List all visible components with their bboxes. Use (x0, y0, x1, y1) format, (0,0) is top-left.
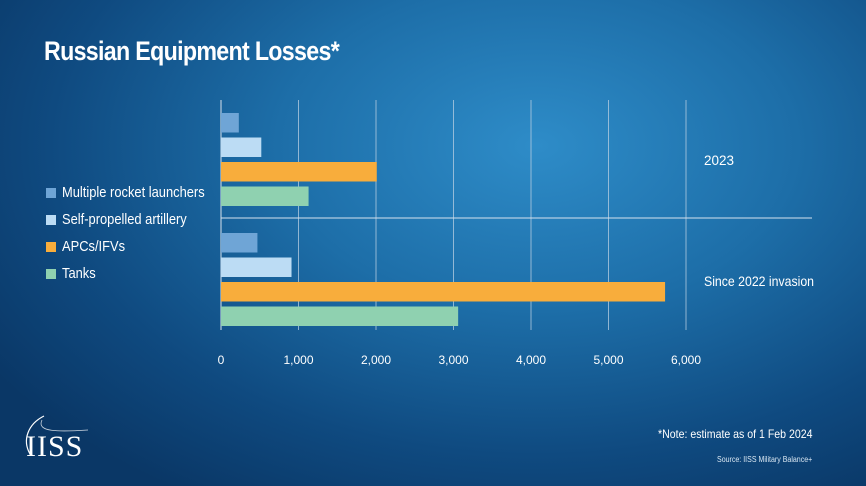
x-tick-label: 3,000 (438, 353, 468, 367)
legend-item: Multiple rocket launchers (46, 179, 228, 206)
legend-label: Tanks (62, 265, 96, 282)
bar-tanks-0 (221, 186, 309, 206)
page-title: Russian Equipment Losses* (44, 36, 340, 66)
x-tick-label: 6,000 (671, 353, 701, 367)
bar-self-propelled-artillery-1 (221, 257, 292, 277)
legend-label: APCs/IFVs (62, 238, 126, 255)
bar-multiple-rocket-launchers-1 (221, 233, 258, 253)
legend-item: Self-propelled artillery (46, 206, 228, 233)
iiss-logo-icon (25, 415, 89, 455)
legend-item: Tanks (46, 260, 228, 287)
legend-swatch (46, 187, 56, 198)
group-label: Since 2022 invasion (704, 273, 814, 289)
legend-label: Self-propelled artillery (62, 211, 187, 228)
bar-self-propelled-artillery-0 (221, 137, 262, 157)
iiss-logo-text: IISS (26, 430, 84, 463)
x-tick-label: 0 (218, 353, 225, 367)
legend-swatch (46, 241, 56, 252)
legend-label: Multiple rocket launchers (62, 184, 205, 201)
x-tick-labels: 0 1,000 2,000 3,000 4,000 5,000 6,000 (218, 353, 702, 367)
bar-multiple-rocket-launchers-0 (221, 113, 239, 133)
x-tick-label: 1,000 (283, 353, 313, 367)
group-label: 2023 (704, 152, 734, 168)
legend-swatch (46, 214, 56, 225)
x-tick-label: 4,000 (516, 353, 546, 367)
legend-swatch (46, 268, 56, 279)
legend-item: APCs/IFVs (46, 233, 228, 260)
x-tick-label: 5,000 (593, 353, 623, 367)
bar-apcs-ifvs-1 (221, 282, 666, 302)
legend: Multiple rocket launchers Self-propelled … (46, 179, 228, 287)
source-credit: Source: IISS Military Balance+ (716, 455, 812, 464)
x-tick-label: 2,000 (361, 353, 391, 367)
group-labels: 2023 Since 2022 invasion (704, 152, 814, 289)
bar-apcs-ifvs-0 (221, 162, 377, 182)
footnote: *Note: estimate as of 1 Feb 2024 (657, 427, 812, 441)
bar-tanks-1 (221, 306, 459, 326)
bars (221, 113, 666, 326)
